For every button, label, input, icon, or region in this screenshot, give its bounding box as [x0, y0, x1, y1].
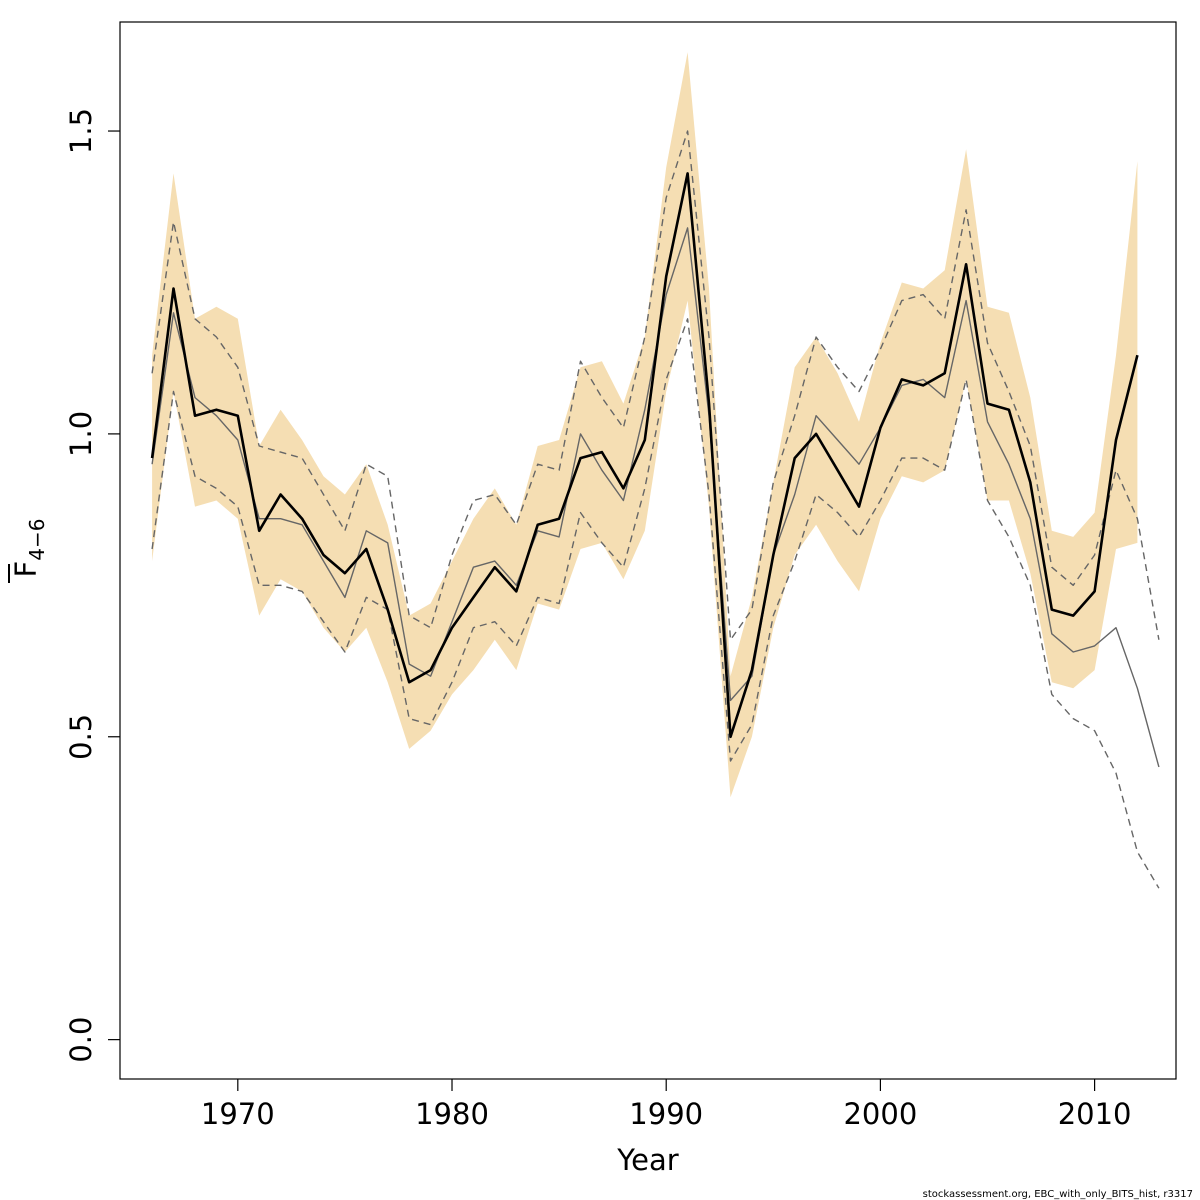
x-axis: 1970 1980 1990 2000 2010 — [201, 1079, 1132, 1131]
y-tick-label: 1.5 — [64, 108, 98, 154]
y-axis-title-main: F — [9, 561, 43, 578]
x-tick-label: 2000 — [843, 1097, 917, 1131]
y-axis-title-subscript: 4−6 — [25, 519, 49, 561]
series-line-alt-lower — [151, 318, 1160, 889]
y-tick-label: 1.0 — [64, 411, 98, 457]
series-line-alt-upper — [151, 130, 1160, 641]
x-axis-title: Year — [616, 1143, 678, 1177]
credit-text: stockassessment.org, EBC_with_only_BITS_… — [923, 1189, 1193, 1200]
confidence-band-layer — [152, 52, 1138, 798]
y-axis: 0.0 0.5 1.0 1.5 — [64, 108, 120, 1063]
y-axis-title: F4−6 — [8, 519, 49, 583]
x-tick-label: 1970 — [201, 1097, 275, 1131]
svg-text:F4−6: F4−6 — [9, 519, 49, 578]
y-tick-label: 0.0 — [64, 1017, 98, 1063]
x-tick-label: 2010 — [1058, 1097, 1132, 1131]
plot-frame — [119, 21, 1177, 1080]
series-layer — [150, 130, 1160, 889]
series-line-estimate — [150, 172, 1139, 739]
x-tick-label: 1990 — [629, 1097, 703, 1131]
x-tick-label: 1980 — [415, 1097, 489, 1131]
y-tick-label: 0.5 — [64, 714, 98, 760]
confidence-band — [152, 52, 1138, 798]
